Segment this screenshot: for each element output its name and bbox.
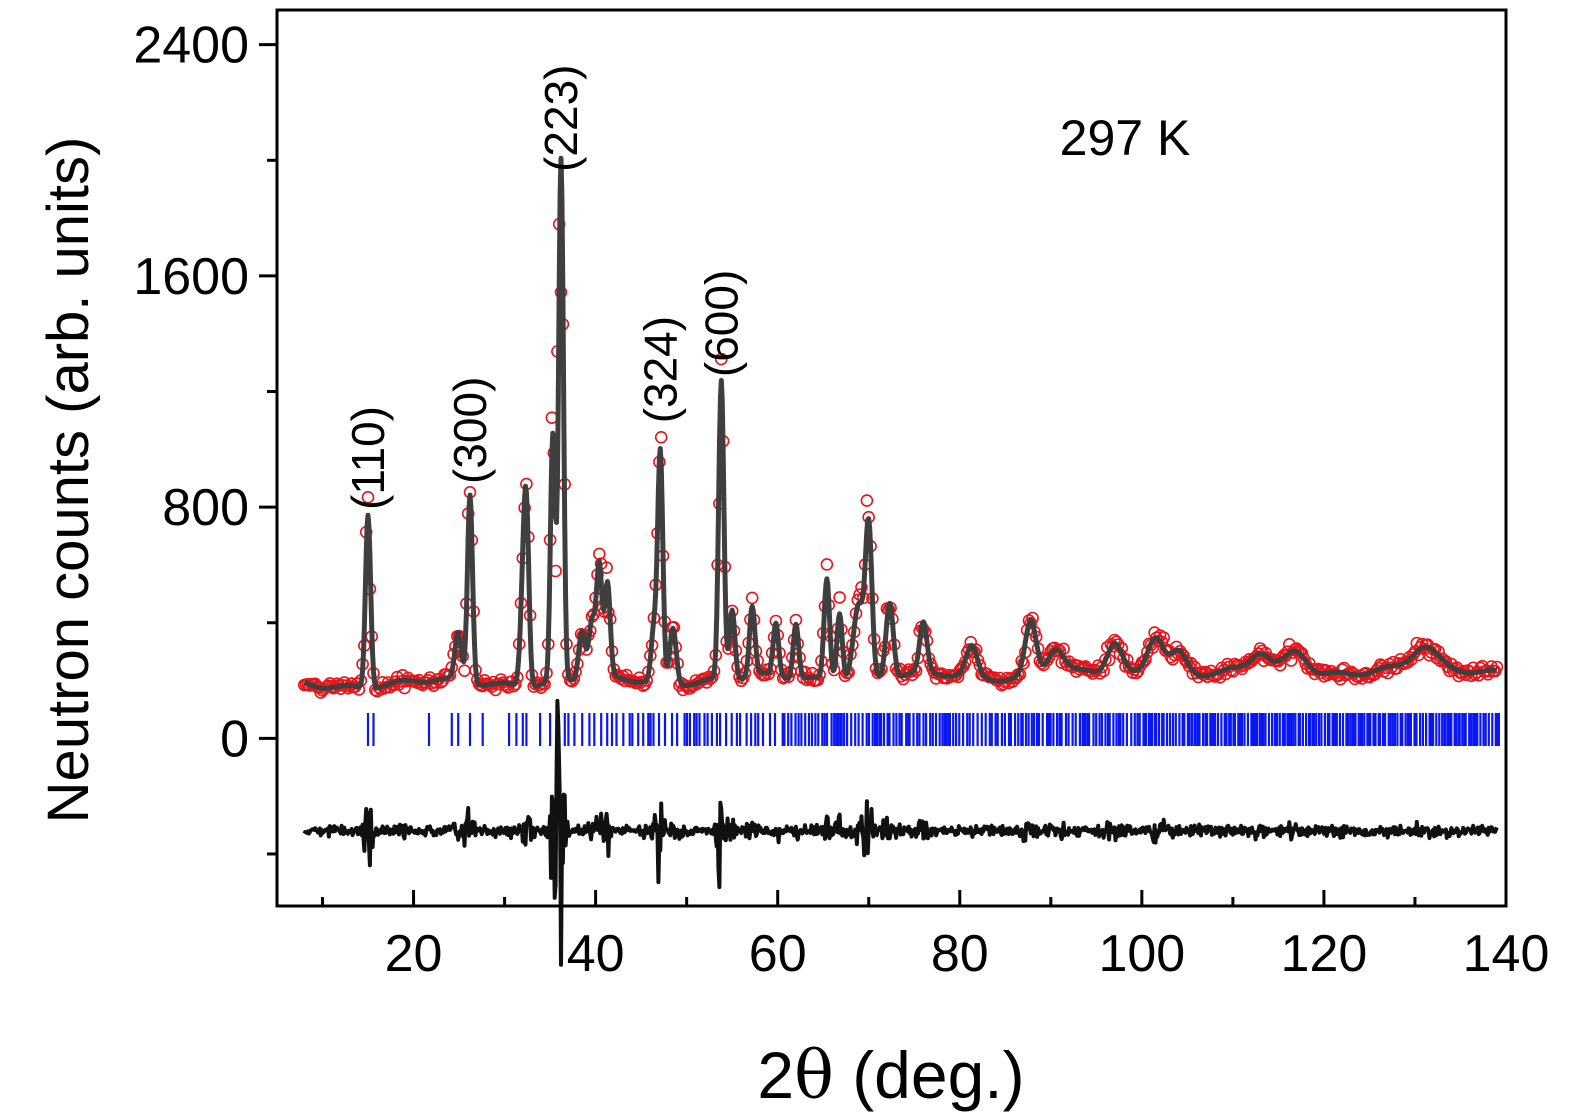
peak-label: (324) [634,316,686,423]
y-axis-label: Neutron counts (arb. units) [36,137,101,824]
x-tick-label: 60 [749,925,807,983]
y-tick-label: 800 [162,479,249,537]
x-axis-label-prefix: 2 [757,1038,794,1112]
peak-labels: (110) (300) (223) (324) (600) [342,65,747,510]
y-tick-label: 2400 [133,17,249,75]
x-tick-label: 140 [1463,925,1550,983]
difference-line [302,698,1499,967]
y-tick-label: 1600 [133,248,249,306]
bragg-ticks [366,713,1501,746]
observed-point [458,664,471,678]
calculated-line [302,155,1499,691]
observed-point [1406,648,1420,661]
observed-point [833,591,846,604]
peak-label: (600) [695,270,747,377]
observed-point [820,558,834,571]
plot-frame [275,8,1508,908]
y-tick-label: 0 [220,710,249,768]
x-tick-label: 40 [567,925,625,983]
x-axis-label-theta: θ [794,1037,834,1114]
observed-point [714,352,728,366]
observed-point [1248,651,1261,665]
observed-point [1284,654,1298,667]
observed-point [361,490,375,504]
observed-point [1490,660,1504,674]
observed-point [654,430,668,444]
x-axis-label: 2θ (deg.) [757,1037,1024,1114]
observed-point [745,591,759,605]
peak-label: (110) [342,406,394,510]
temperature-annotation: 297 K [1060,110,1191,166]
x-tick-label: 120 [1281,925,1368,983]
peak-label: (300) [444,377,496,484]
observed-point [860,494,874,507]
x-axis-label-suffix: (deg.) [834,1038,1025,1112]
x-tick-label: 20 [385,925,443,983]
peak-label: (223) [535,65,587,172]
x-tick-label: 80 [931,925,989,983]
x-tick-label: 100 [1098,925,1185,983]
axes: 20 40 60 80 100 120 140 0 800 1600 2400 [133,8,1550,983]
